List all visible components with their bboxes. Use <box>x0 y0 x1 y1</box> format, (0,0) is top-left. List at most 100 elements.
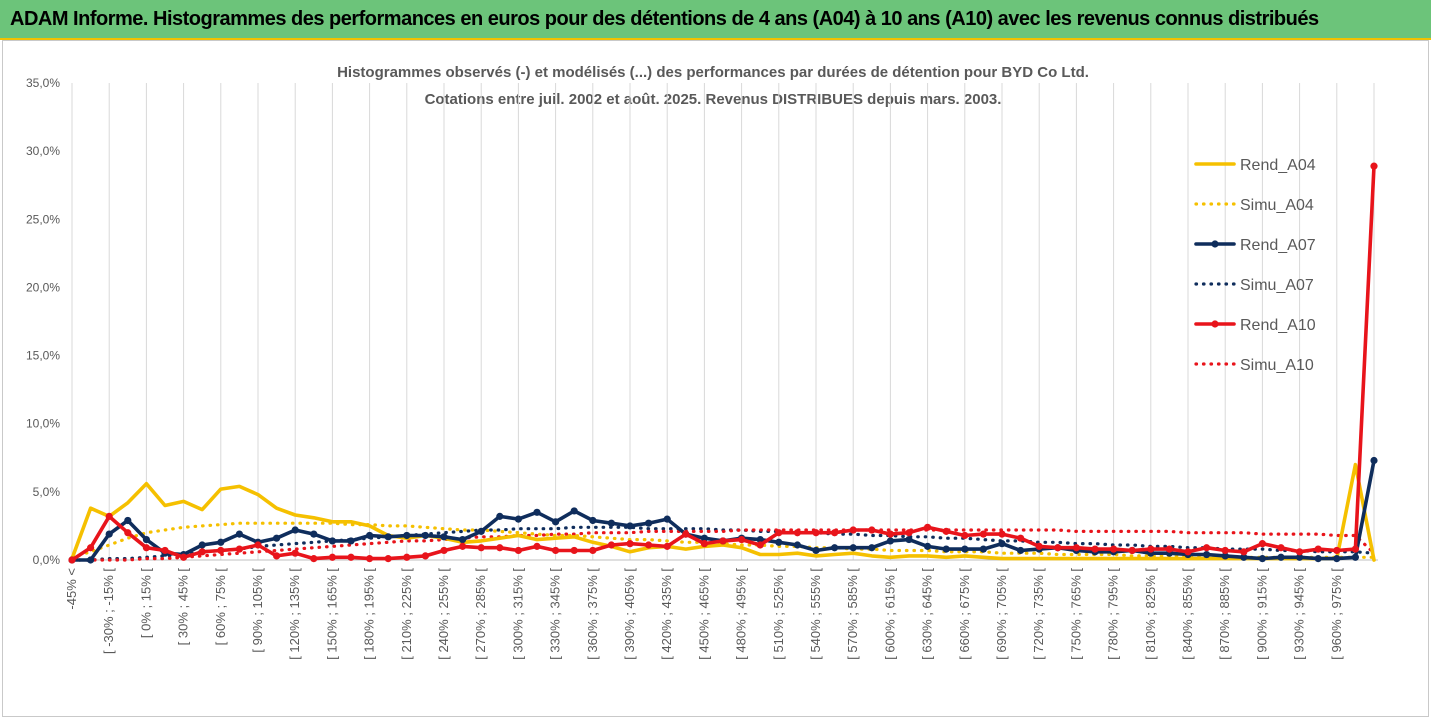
data-point-rend-a10 <box>812 529 820 537</box>
x-tick-label: [ 360% ; 375% [ <box>585 568 600 660</box>
data-point-rend-a07 <box>198 541 206 549</box>
y-tick-label: 0,0% <box>33 553 61 567</box>
data-point-rend-a07 <box>607 519 616 527</box>
data-point-rend-a07 <box>1221 552 1229 560</box>
x-tick-label: [ 660% ; 675% [ <box>957 568 972 660</box>
report-title: ADAM Informe. Histogrammes des performan… <box>10 8 1319 30</box>
x-tick-label: [ 870% ; 885% [ <box>1217 568 1232 660</box>
data-point-rend-a10 <box>719 537 727 545</box>
data-point-rend-a07 <box>905 535 913 544</box>
data-point-rend-a07 <box>217 538 225 546</box>
data-point-rend-a10 <box>607 541 616 549</box>
data-point-rend-a07 <box>1314 555 1322 563</box>
data-point-rend-a10 <box>366 555 374 563</box>
data-point-rend-a07 <box>366 531 374 540</box>
y-tick-label: 5,0% <box>33 485 61 499</box>
data-point-rend-a10 <box>1072 544 1080 552</box>
x-tick-label: [ 780% ; 795% [ <box>1106 568 1121 660</box>
data-point-rend-a10 <box>180 553 188 561</box>
data-point-rend-a07 <box>886 537 895 545</box>
legend-label: Rend_A10 <box>1240 317 1316 334</box>
y-tick-label: 10,0% <box>26 417 60 431</box>
x-tick-label: [ -30% ; -15% [ <box>101 568 116 654</box>
data-point-rend-a10 <box>1277 544 1285 552</box>
data-point-rend-a10 <box>1333 546 1341 555</box>
data-point-rend-a10 <box>738 535 746 544</box>
data-point-rend-a07 <box>1258 555 1266 563</box>
series-line-rend-a04 <box>70 462 1376 562</box>
chart-title: Histogrammes observés (-) et modélisés (… <box>337 64 1089 81</box>
data-point-rend-a10 <box>421 552 429 560</box>
data-point-rend-a10 <box>105 512 113 520</box>
data-point-rend-a10 <box>533 542 541 550</box>
data-point-rend-a07 <box>496 512 504 520</box>
series-lines <box>68 162 1378 564</box>
data-point-rend-a10 <box>1203 544 1211 552</box>
legend-label: Simu_A10 <box>1240 357 1314 374</box>
data-point-rend-a07 <box>924 542 932 550</box>
data-point-rend-a07 <box>87 556 95 564</box>
data-point-rend-a07 <box>868 544 876 552</box>
data-point-rend-a10 <box>905 529 913 537</box>
data-point-rend-a10 <box>886 530 895 538</box>
data-point-rend-a07 <box>1351 553 1359 561</box>
x-tick-label: [ 210% ; 225% [ <box>399 568 414 660</box>
data-point-rend-a07 <box>700 534 709 542</box>
data-point-rend-a10 <box>868 526 876 534</box>
data-point-rend-a10 <box>1240 548 1248 556</box>
data-point-rend-a10 <box>142 544 150 552</box>
data-point-rend-a10 <box>793 529 802 537</box>
data-point-rend-a07 <box>1333 555 1341 563</box>
data-point-rend-a10 <box>291 549 299 557</box>
data-point-rend-a10 <box>273 552 281 560</box>
x-tick-label: [ 720% ; 735% [ <box>1031 568 1046 660</box>
data-point-rend-a07 <box>384 533 392 541</box>
legend-label: Rend_A04 <box>1240 157 1316 174</box>
data-point-rend-a07 <box>775 538 783 546</box>
data-point-rend-a10 <box>68 556 76 564</box>
data-point-rend-a10 <box>1128 546 1136 555</box>
data-point-rend-a07 <box>235 530 243 538</box>
data-point-rend-a07 <box>626 522 634 530</box>
data-point-rend-a10 <box>570 546 578 555</box>
data-point-rend-a10 <box>347 553 355 561</box>
x-tick-label: [ 930% ; 945% [ <box>1292 568 1307 660</box>
x-tick-label: [ 90% ; 105% [ <box>250 568 265 653</box>
data-point-rend-a07 <box>998 540 1006 548</box>
data-point-rend-a07 <box>347 537 355 545</box>
data-point-rend-a10 <box>310 555 318 563</box>
y-tick-label: 25,0% <box>26 212 60 226</box>
data-point-rend-a07 <box>1017 546 1025 555</box>
data-point-rend-a07 <box>273 534 281 542</box>
data-point-rend-a07 <box>645 519 653 527</box>
axes: 0,0% 5,0% 10,0% 15,0% 20,0% 25,0% 30,0% 35,0% -4… <box>26 76 1378 660</box>
data-point-rend-a07 <box>1240 553 1248 561</box>
x-tick-label: [ 150% ; 165% [ <box>324 568 339 660</box>
series-line-simu-a10 <box>70 528 1376 562</box>
data-point-rend-a07 <box>570 507 578 515</box>
chart-frame <box>2 40 1429 717</box>
data-point-rend-a10 <box>1221 546 1229 555</box>
data-point-rend-a10 <box>254 541 262 549</box>
data-point-rend-a10 <box>496 544 504 552</box>
data-point-rend-a07 <box>440 533 448 541</box>
data-point-rend-a07 <box>812 546 820 555</box>
data-point-rend-a10 <box>645 541 653 549</box>
data-point-rend-a10 <box>198 548 206 556</box>
x-tick-label: [ 960% ; 975% [ <box>1329 568 1344 660</box>
data-point-rend-a07 <box>1277 553 1285 561</box>
x-tick-label: [ 570% ; 585% [ <box>845 568 860 660</box>
x-tick-label: [ 840% ; 855% [ <box>1180 568 1195 660</box>
data-point-rend-a10 <box>1314 545 1322 553</box>
data-point-rend-a07 <box>1296 553 1304 561</box>
data-point-rend-a10 <box>1351 545 1359 553</box>
data-point-rend-a10 <box>626 540 634 548</box>
x-tick-label: [ 0% ; 15% [ <box>138 568 153 638</box>
x-tick-label: [ 30% ; 45% [ <box>176 568 191 646</box>
data-point-rend-a10 <box>961 531 969 540</box>
x-tick-label: [ 60% ; 75% [ <box>213 568 228 646</box>
x-tick-label: [ 690% ; 705% [ <box>994 568 1009 660</box>
data-point-rend-a10 <box>384 555 392 563</box>
x-tick-label: [ 330% ; 345% [ <box>548 568 563 660</box>
x-tick-label: [ 420% ; 435% [ <box>659 568 674 660</box>
